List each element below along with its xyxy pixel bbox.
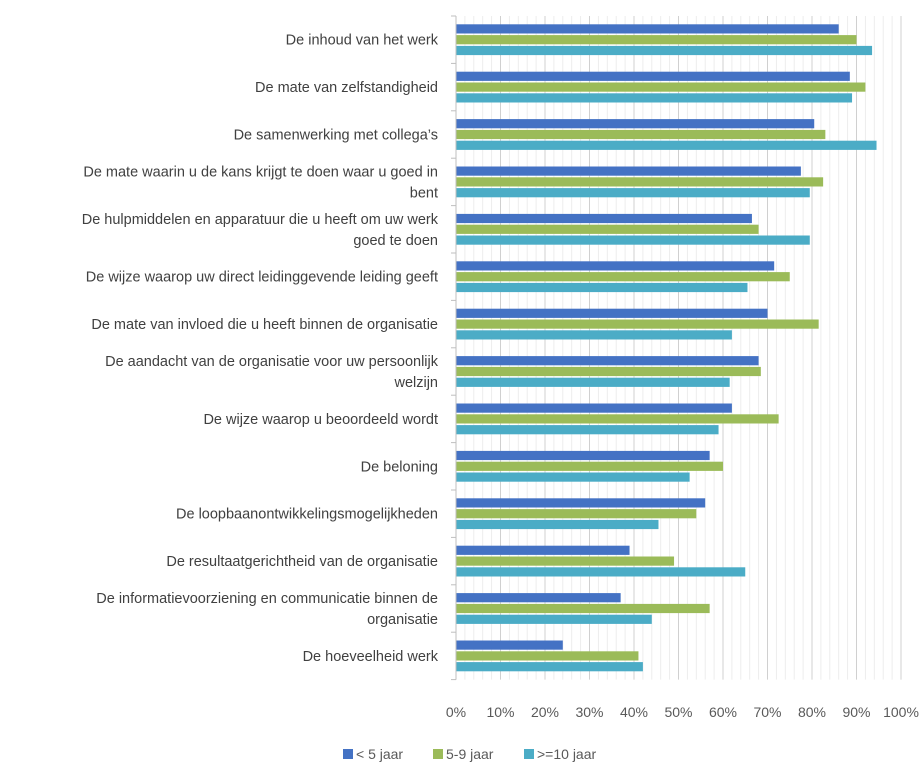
bar-ge10 [456, 472, 690, 482]
category-label: De aandacht van de organisatie voor uw p… [105, 354, 439, 391]
legend-label: < 5 jaar [356, 746, 403, 762]
bar-5to9 [456, 35, 857, 45]
bar-lt5 [456, 498, 706, 508]
category-label: De resultaatgerichtheid van de organisat… [166, 554, 438, 570]
x-tick-label: 10% [486, 704, 514, 720]
category-label: De informatievoorziening en communicatie… [96, 591, 438, 628]
category-label: De mate van invloed die u heeft binnen d… [91, 317, 438, 333]
bar-lt5 [456, 71, 850, 81]
category-label: De samenwerking met collega’s [234, 128, 438, 144]
category-label-line: De hoeveelheid werk [303, 649, 439, 665]
x-tick-label: 50% [664, 704, 692, 720]
bar-5to9 [456, 461, 723, 471]
category-label-line: De samenwerking met collega’s [234, 128, 438, 144]
bar-5to9 [456, 603, 710, 614]
x-tick-label: 80% [798, 704, 826, 720]
bar-ge10 [456, 377, 730, 387]
legend: < 5 jaar 5-9 jaar >=10 jaar [343, 746, 596, 762]
bar-ge10 [456, 282, 748, 293]
bar-lt5 [456, 450, 710, 461]
bar-lt5 [456, 24, 839, 34]
bar-ge10 [456, 140, 877, 150]
category-label: De inhoud van het werk [286, 33, 439, 49]
bar-ge10 [456, 188, 810, 198]
category-label: De hoeveelheid werk [303, 649, 439, 665]
category-label-line: De loopbaanontwikkelingsmogelijkheden [176, 507, 438, 523]
bar-5to9 [456, 319, 819, 329]
bar-5to9 [456, 224, 759, 234]
bar-5to9 [456, 272, 790, 282]
bar-lt5 [456, 640, 563, 650]
bar-lt5 [456, 166, 801, 176]
bar-5to9 [456, 366, 761, 377]
bar-ge10 [456, 235, 810, 245]
category-label-line: De mate van invloed die u heeft binnen d… [91, 317, 438, 333]
legend-swatch [524, 749, 534, 759]
bar-ge10 [456, 662, 643, 672]
category-label-line: De aandacht van de organisatie voor uw p… [105, 354, 439, 370]
category-label-line: bent [410, 185, 438, 201]
x-tick-label: 60% [709, 704, 737, 720]
category-labels: De inhoud van het werk De mate van zelfst… [82, 33, 439, 665]
bar-5to9 [456, 414, 779, 424]
category-label: De beloning [361, 459, 438, 475]
x-tick-label: 70% [753, 704, 781, 720]
bar-5to9 [456, 177, 824, 187]
category-label-line: De informatievoorziening en communicatie… [96, 591, 438, 607]
category-label-line: De beloning [361, 459, 438, 475]
bars [456, 24, 877, 672]
bar-ge10 [456, 330, 732, 340]
legend-swatch [433, 749, 443, 759]
bar-lt5 [456, 119, 815, 129]
bar-ge10 [456, 519, 659, 530]
category-label-line: goed te doen [353, 233, 438, 249]
bar-ge10 [456, 45, 873, 56]
category-label: De loopbaanontwikkelingsmogelijkheden [176, 507, 438, 523]
category-label-line: De wijze waarop u beoordeeld wordt [203, 412, 438, 428]
category-label-line: De wijze waarop uw direct leidinggevende… [86, 270, 438, 286]
bar-lt5 [456, 403, 732, 413]
category-label-line: organisatie [367, 612, 438, 628]
category-label-line: De inhoud van het werk [286, 33, 439, 49]
category-label: De mate waarin u de kans krijgt te doen … [83, 164, 438, 201]
gridlines [455, 16, 902, 680]
x-tick-label: 0% [446, 704, 466, 720]
category-label-line: welzijn [393, 375, 438, 391]
bar-5to9 [456, 509, 697, 519]
category-label-line: De hulpmiddelen en apparatuur die u heef… [82, 212, 439, 228]
bar-ge10 [456, 614, 652, 624]
bar-5to9 [456, 651, 639, 661]
category-label: De hulpmiddelen en apparatuur die u heef… [82, 212, 439, 249]
x-tick-label: 90% [842, 704, 870, 720]
y-axis-line [451, 15, 457, 681]
x-tick-label: 100% [883, 704, 919, 720]
category-label-line: De mate waarin u de kans krijgt te doen … [83, 164, 438, 180]
x-tick-label: 20% [531, 704, 559, 720]
x-tick-label: 30% [575, 704, 603, 720]
bar-5to9 [456, 129, 826, 140]
bar-ge10 [456, 425, 719, 435]
category-label: De wijze waarop uw direct leidinggevende… [86, 270, 438, 286]
bar-lt5 [456, 356, 759, 366]
legend-swatch [343, 749, 353, 759]
category-label-line: De mate van zelfstandigheid [255, 80, 438, 96]
bar-5to9 [456, 556, 675, 566]
bar-lt5 [456, 213, 752, 224]
bar-lt5 [456, 308, 768, 318]
x-tick-labels: 0% 10% 20% 30% 40% 50% 60% 70% 80% 90% 100% [446, 704, 919, 720]
bar-lt5 [456, 593, 621, 603]
bar-5to9 [456, 82, 866, 92]
x-tick-label: 40% [620, 704, 648, 720]
bar-ge10 [456, 93, 853, 103]
category-label-line: De resultaatgerichtheid van de organisat… [166, 554, 438, 570]
bar-lt5 [456, 261, 775, 271]
legend-label: >=10 jaar [537, 746, 596, 762]
category-label: De wijze waarop u beoordeeld wordt [203, 412, 438, 428]
bar-lt5 [456, 545, 630, 555]
category-label: De mate van zelfstandigheid [255, 80, 438, 96]
bar-ge10 [456, 567, 746, 577]
legend-label: 5-9 jaar [446, 746, 494, 762]
